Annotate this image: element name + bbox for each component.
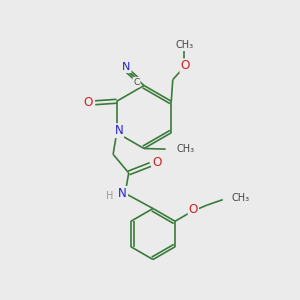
Text: CH₃: CH₃ (232, 193, 250, 203)
Text: O: O (180, 59, 190, 72)
Text: CH₃: CH₃ (177, 144, 195, 154)
Text: N: N (118, 187, 127, 200)
Text: CH₃: CH₃ (175, 40, 193, 50)
Text: C: C (134, 78, 140, 87)
Text: O: O (84, 96, 93, 109)
Text: N: N (122, 62, 130, 72)
Text: H: H (106, 191, 113, 201)
Text: O: O (189, 203, 198, 216)
Text: N: N (114, 124, 123, 137)
Text: O: O (152, 156, 162, 169)
